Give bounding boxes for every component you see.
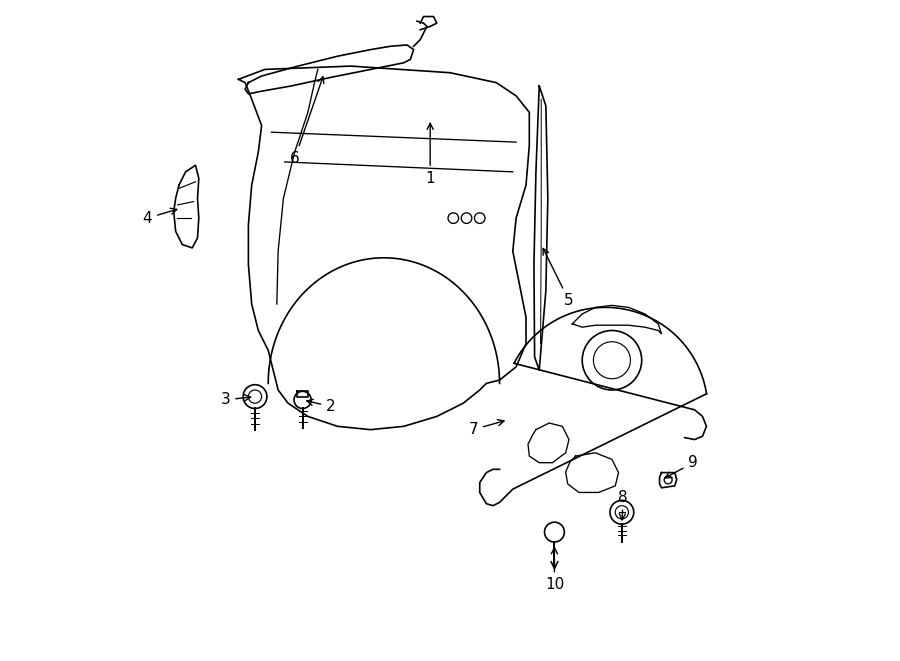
Text: 10: 10 bbox=[544, 548, 564, 592]
Text: 3: 3 bbox=[220, 393, 251, 407]
Text: 1: 1 bbox=[426, 124, 435, 186]
Text: 4: 4 bbox=[142, 208, 176, 225]
Text: 9: 9 bbox=[665, 455, 698, 478]
Text: 8: 8 bbox=[618, 490, 628, 520]
Text: 2: 2 bbox=[307, 399, 336, 414]
Text: 6: 6 bbox=[290, 77, 324, 166]
Text: 7: 7 bbox=[468, 420, 504, 437]
Text: 5: 5 bbox=[543, 249, 574, 308]
